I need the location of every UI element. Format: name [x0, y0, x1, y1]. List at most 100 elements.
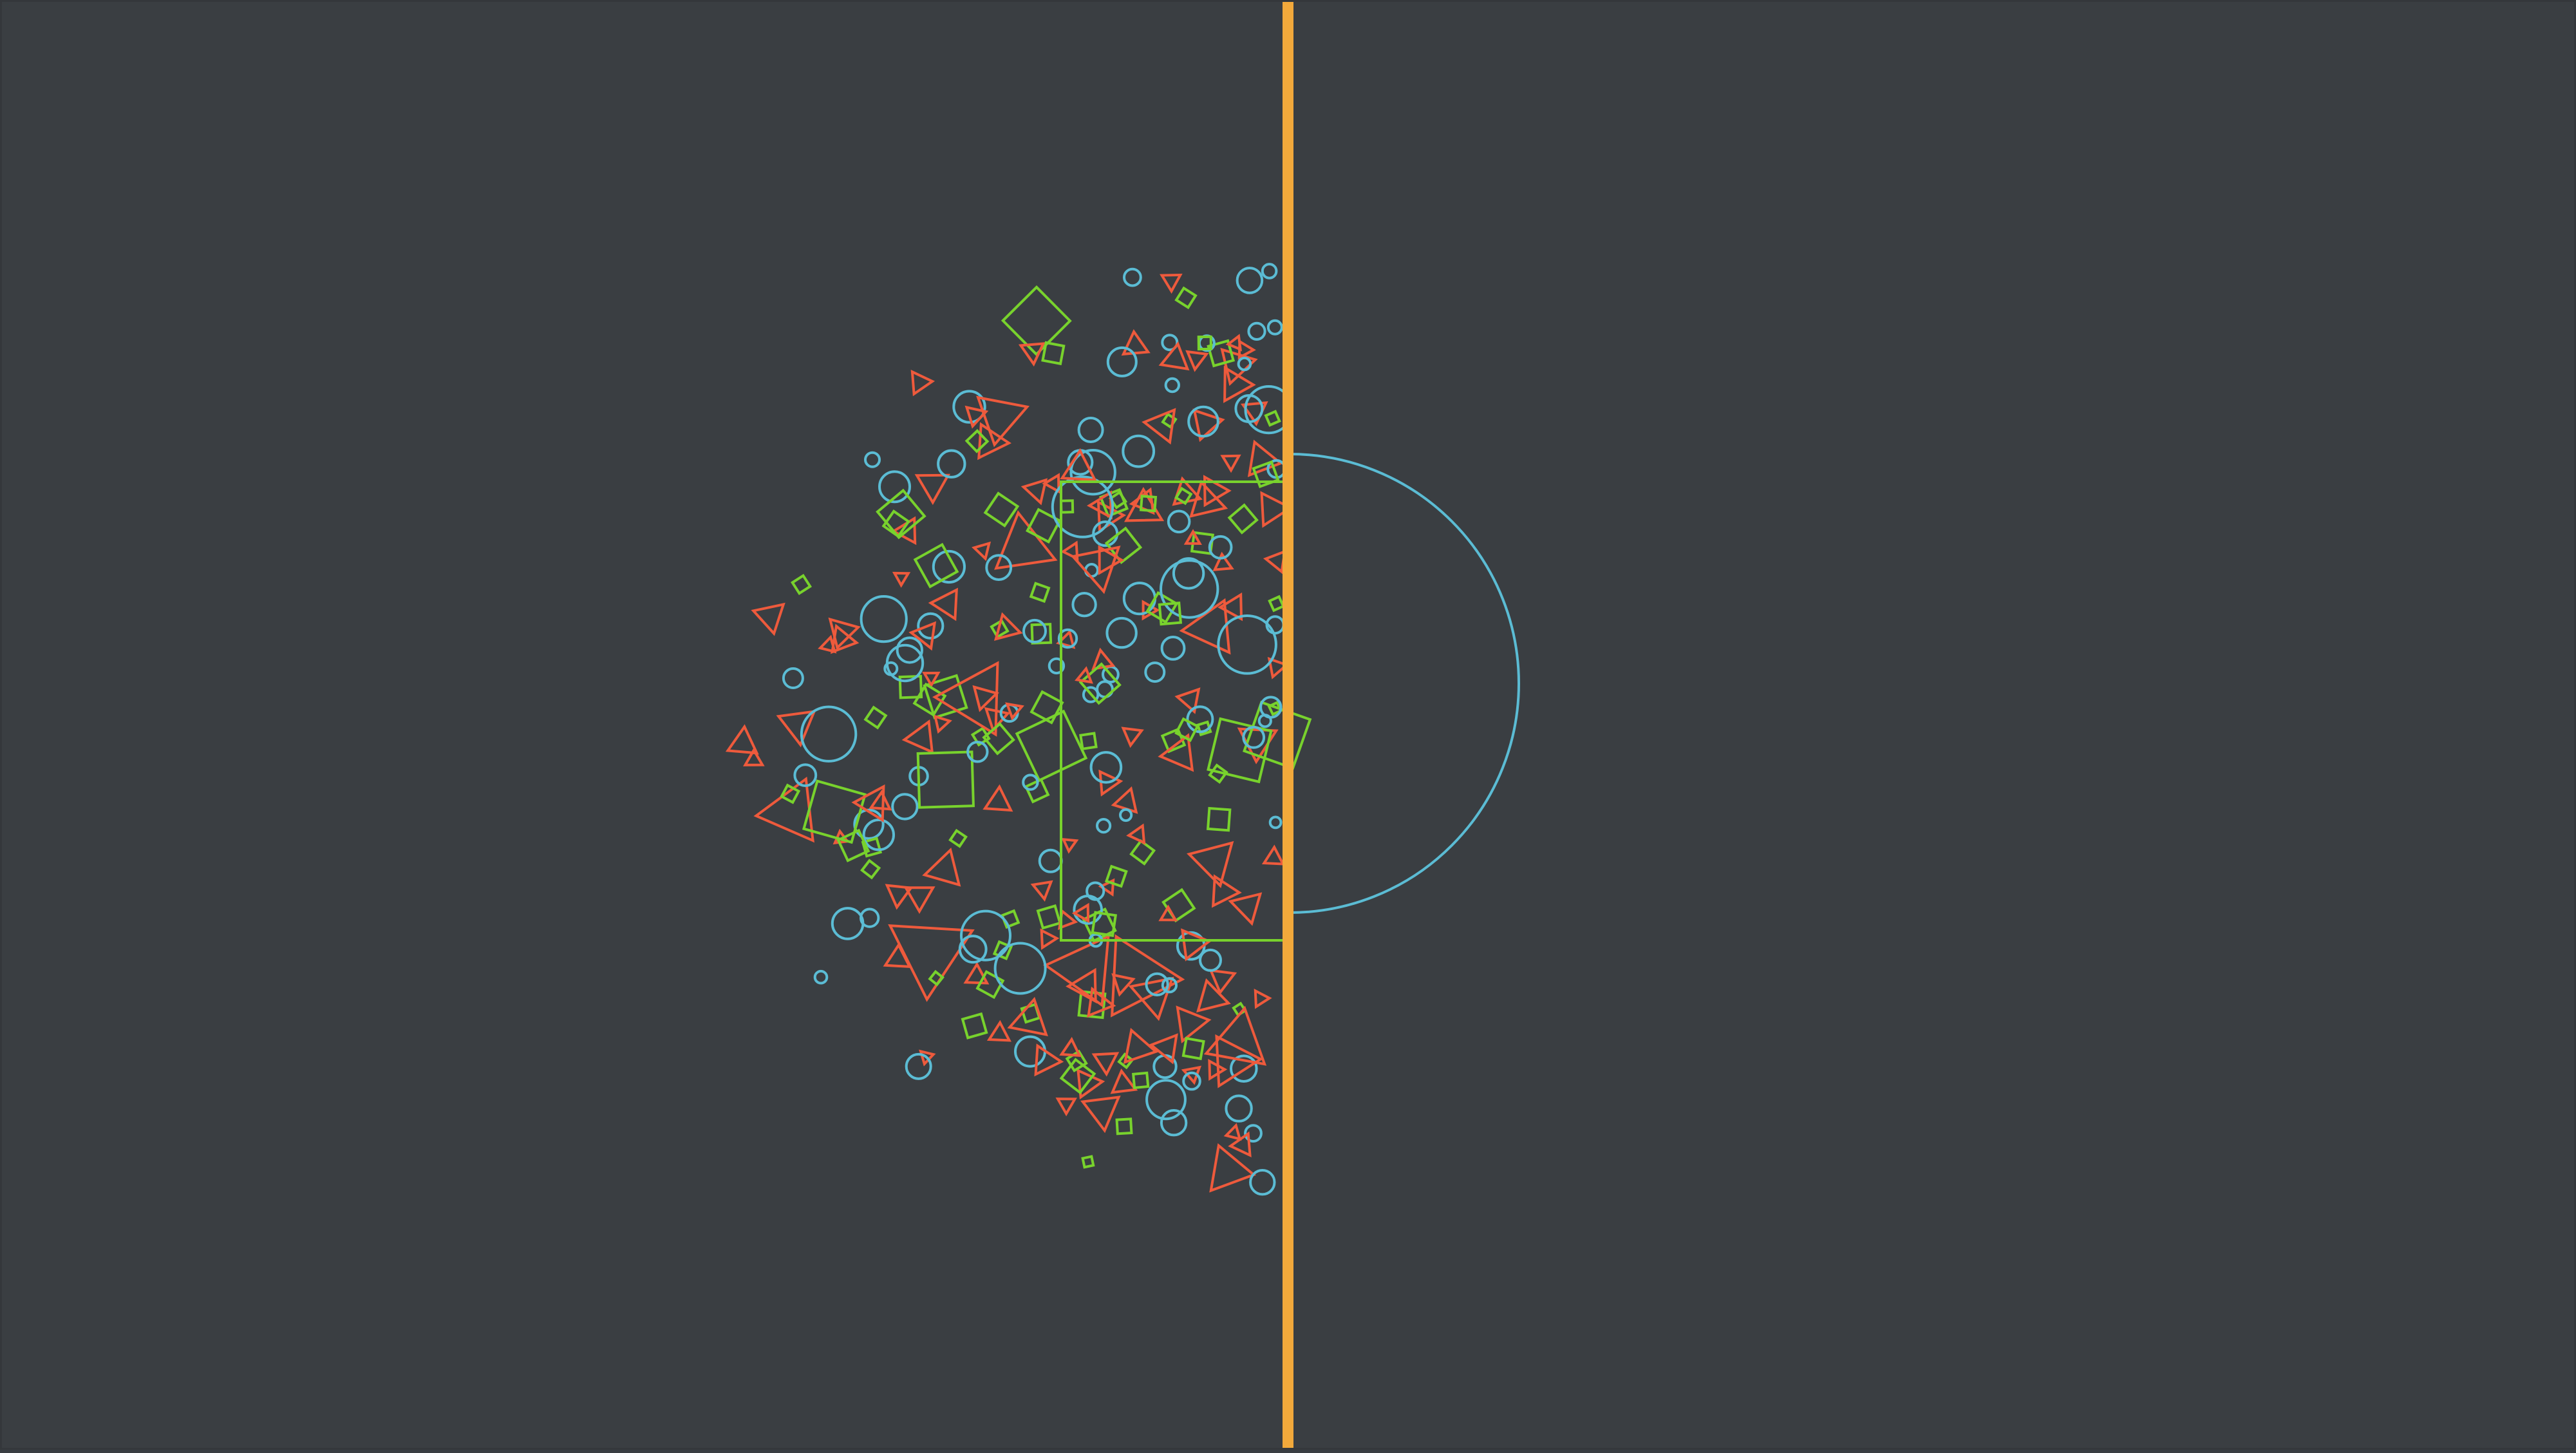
triangle-outline-icon — [1076, 1068, 1105, 1100]
triangle-outline-icon — [1121, 329, 1151, 356]
circle-outline-icon — [1086, 881, 1105, 901]
circle-outline-icon — [1161, 977, 1178, 994]
triangle-outline-icon — [932, 661, 999, 737]
half-circle-outline — [1289, 453, 1520, 914]
circle-outline-icon — [1199, 948, 1222, 972]
square-outline-icon — [861, 837, 883, 858]
triangle-outline-icon — [1005, 702, 1024, 721]
triangle-outline-icon — [1228, 892, 1263, 926]
triangle-outline-icon — [883, 942, 912, 969]
triangle-outline-icon — [976, 395, 1030, 448]
triangle-outline-icon — [1098, 769, 1123, 797]
triangle-outline-icon — [1174, 687, 1201, 714]
triangle-outline-icon — [1060, 448, 1097, 482]
triangle-outline-icon — [1192, 408, 1225, 442]
square-outline-icon — [1001, 285, 1072, 356]
circle-outline-icon — [1268, 815, 1283, 830]
triangle-outline-icon — [1056, 629, 1076, 649]
triangle-outline-icon — [972, 685, 999, 712]
square-outline-icon — [923, 674, 968, 719]
circle-outline-icon — [864, 451, 881, 468]
circle-outline-icon — [1160, 559, 1219, 619]
square-outline-icon — [1117, 1052, 1134, 1070]
triangle-outline-icon — [1111, 973, 1136, 997]
circle-outline-icon — [1022, 618, 1047, 643]
triangle-outline-icon — [1208, 1059, 1228, 1081]
square-outline-icon — [1207, 339, 1236, 368]
triangle-outline-icon — [1128, 976, 1174, 1021]
circle-outline-icon — [1077, 417, 1104, 443]
square-outline-icon — [990, 619, 1010, 639]
triangle-outline-icon — [830, 623, 860, 654]
circle-outline-icon — [1089, 751, 1123, 784]
square-outline-icon — [1029, 582, 1051, 603]
triangle-outline-icon — [1215, 1034, 1263, 1088]
circle-outline-icon — [896, 636, 924, 664]
square-outline-icon — [1041, 341, 1066, 366]
square-outline-icon — [916, 750, 975, 809]
square-outline-icon — [1158, 601, 1183, 626]
circle-outline-icon — [860, 907, 880, 928]
triangle-outline-icon — [1261, 844, 1286, 866]
triangle-outline-icon — [1071, 902, 1090, 924]
square-outline-icon — [1174, 486, 1193, 506]
circle-outline-icon — [1244, 1124, 1263, 1143]
circle-outline-icon — [958, 935, 988, 964]
circle-outline-icon — [1186, 705, 1214, 734]
triangle-outline-icon — [1007, 996, 1048, 1037]
circle-outline-icon — [1242, 726, 1266, 749]
circle-outline-icon — [993, 942, 1047, 995]
square-outline-icon — [1078, 662, 1122, 705]
circle-outline-icon — [1217, 614, 1277, 675]
triangle-outline-icon — [1055, 1097, 1077, 1117]
triangle-outline-icon — [1267, 656, 1290, 679]
triangle-outline-icon — [982, 784, 1013, 812]
square-outline-icon — [1036, 904, 1062, 930]
triangle-outline-icon — [885, 884, 914, 910]
triangle-outline-icon — [1160, 273, 1183, 294]
triangle-outline-icon — [892, 571, 911, 588]
triangle-outline-icon — [776, 710, 816, 748]
square-outline-icon — [912, 682, 947, 717]
square-outline-icon — [1024, 777, 1050, 804]
circle-outline-icon — [1225, 1094, 1253, 1123]
triangle-outline-icon — [1203, 1005, 1267, 1066]
triangle-outline-icon — [1185, 350, 1209, 372]
triangle-outline-icon — [963, 962, 990, 985]
circle-outline-icon — [952, 390, 986, 424]
triangle-outline-icon — [1142, 408, 1176, 445]
circle-outline-icon — [1236, 267, 1264, 294]
circle-outline-icon — [1237, 356, 1252, 372]
square-outline-icon — [913, 542, 959, 589]
square-outline-icon — [970, 726, 991, 747]
circle-outline-icon — [1247, 321, 1266, 341]
triangle-outline-icon — [1158, 341, 1190, 371]
triangle-outline-icon — [1098, 545, 1125, 576]
circle-outline-icon — [1022, 774, 1039, 791]
square-outline-icon — [881, 509, 910, 538]
square-outline-icon — [1129, 839, 1156, 866]
triangle-outline-icon — [922, 847, 961, 887]
vertical-divider-line — [1283, 0, 1293, 1450]
triangle-outline-icon — [1189, 479, 1228, 518]
circle-outline-icon — [1122, 434, 1156, 468]
square-outline-icon — [1077, 990, 1107, 1020]
triangle-outline-icon — [1059, 1036, 1082, 1058]
triangle-outline-icon — [901, 719, 934, 754]
triangle-outline-icon — [751, 602, 785, 636]
triangle-outline-icon — [1254, 989, 1272, 1009]
circle-outline-icon — [860, 595, 908, 643]
square-outline-icon — [1197, 335, 1212, 351]
circle-outline-icon — [917, 612, 945, 640]
circle-outline-icon — [1172, 557, 1205, 590]
circle-outline-icon — [1164, 377, 1181, 394]
triangle-outline-icon — [1158, 904, 1178, 922]
triangle-outline-icon — [851, 784, 885, 822]
square-outline-icon — [1264, 410, 1281, 427]
triangle-outline-icon — [933, 714, 952, 734]
square-outline-icon — [863, 705, 888, 730]
circle-outline-icon — [1071, 592, 1097, 618]
triangle-outline-icon — [1176, 1005, 1212, 1044]
